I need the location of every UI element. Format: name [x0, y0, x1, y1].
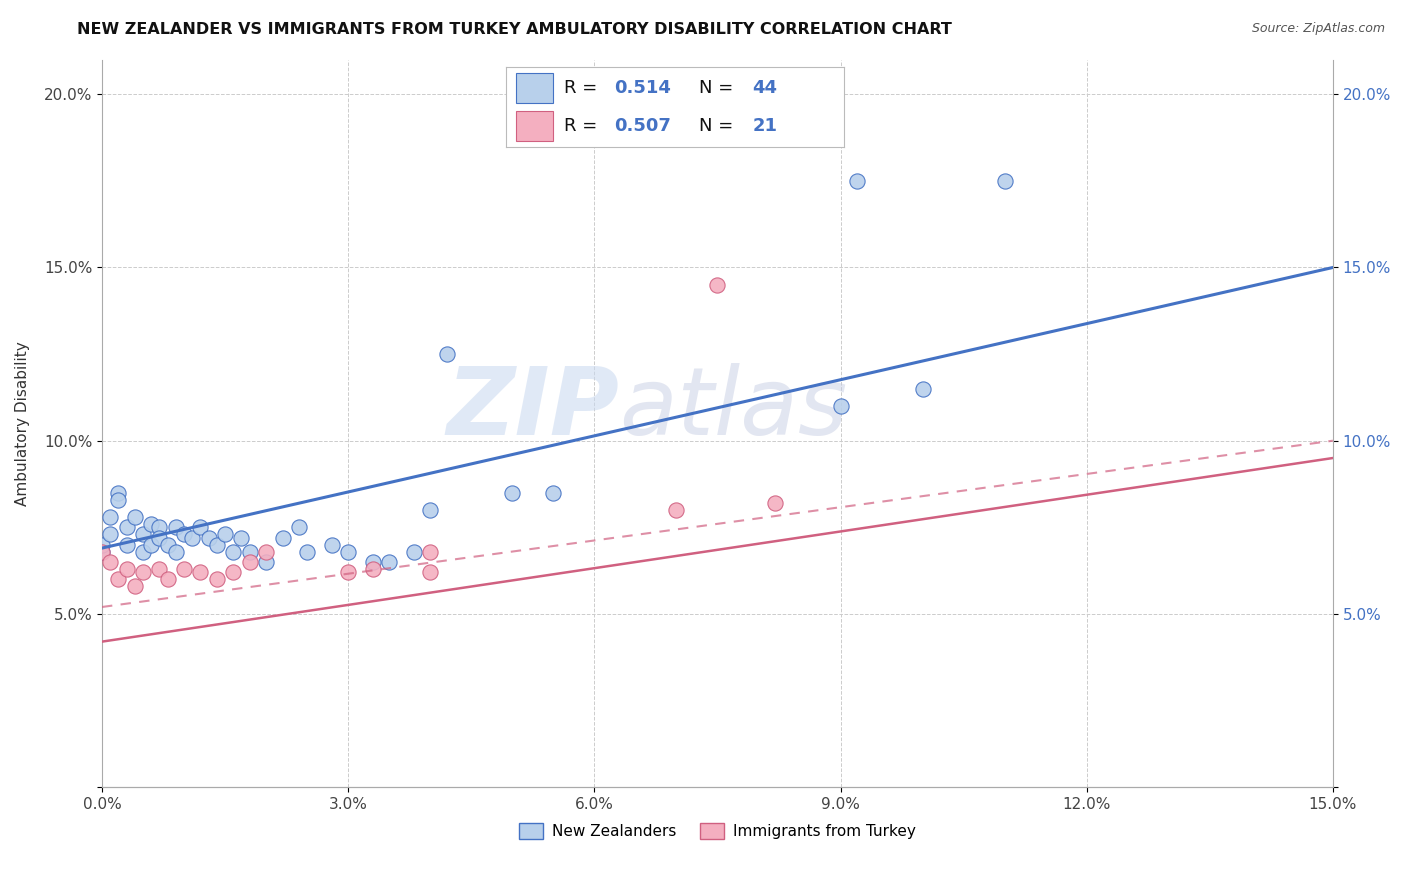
Text: NEW ZEALANDER VS IMMIGRANTS FROM TURKEY AMBULATORY DISABILITY CORRELATION CHART: NEW ZEALANDER VS IMMIGRANTS FROM TURKEY …: [77, 22, 952, 37]
Point: [337, 566, 360, 580]
Point: [141, 516, 163, 531]
Point: [107, 492, 129, 507]
Point: [148, 562, 170, 576]
Point: [214, 527, 236, 541]
Text: R =: R =: [564, 117, 603, 135]
Point: [419, 503, 441, 517]
Point: [254, 544, 277, 558]
Point: [239, 555, 262, 569]
Point: [91, 544, 114, 558]
Point: [911, 382, 934, 396]
Point: [165, 544, 187, 558]
Point: [115, 538, 138, 552]
Point: [205, 538, 228, 552]
FancyBboxPatch shape: [516, 73, 554, 103]
Point: [173, 562, 195, 576]
Point: [190, 566, 212, 580]
Text: Source: ZipAtlas.com: Source: ZipAtlas.com: [1251, 22, 1385, 36]
Point: [222, 566, 245, 580]
Point: [543, 485, 565, 500]
Point: [402, 544, 425, 558]
Point: [205, 572, 228, 586]
Point: [845, 174, 868, 188]
Text: 0.514: 0.514: [614, 79, 671, 97]
Point: [239, 544, 262, 558]
Point: [98, 527, 121, 541]
Point: [156, 538, 179, 552]
Text: 21: 21: [752, 117, 778, 135]
Point: [115, 562, 138, 576]
Point: [141, 538, 163, 552]
Point: [197, 531, 219, 545]
Point: [419, 544, 441, 558]
Text: N =: N =: [699, 79, 738, 97]
Point: [436, 347, 458, 361]
Text: 0.507: 0.507: [614, 117, 671, 135]
Point: [124, 579, 146, 593]
Point: [173, 527, 195, 541]
Point: [501, 485, 523, 500]
Point: [124, 509, 146, 524]
Point: [156, 572, 179, 586]
Point: [231, 531, 253, 545]
Point: [361, 555, 384, 569]
Point: [107, 485, 129, 500]
Point: [165, 520, 187, 534]
Point: [830, 399, 852, 413]
Point: [337, 544, 360, 558]
Point: [994, 174, 1017, 188]
Point: [181, 531, 204, 545]
Legend: New Zealanders, Immigrants from Turkey: New Zealanders, Immigrants from Turkey: [513, 817, 922, 845]
Point: [190, 520, 212, 534]
Point: [107, 572, 129, 586]
Point: [132, 566, 155, 580]
Point: [321, 538, 343, 552]
Point: [419, 566, 441, 580]
Point: [288, 520, 311, 534]
Point: [91, 544, 114, 558]
Point: [115, 520, 138, 534]
Text: 44: 44: [752, 79, 778, 97]
Point: [91, 538, 114, 552]
Point: [132, 544, 155, 558]
Point: [222, 544, 245, 558]
Point: [98, 555, 121, 569]
Point: [665, 503, 688, 517]
Point: [763, 496, 786, 510]
Point: [98, 509, 121, 524]
Text: ZIP: ZIP: [446, 363, 619, 455]
Point: [148, 531, 170, 545]
Point: [706, 277, 728, 292]
Point: [254, 555, 277, 569]
Point: [378, 555, 401, 569]
Text: atlas: atlas: [619, 363, 848, 454]
Point: [132, 527, 155, 541]
FancyBboxPatch shape: [516, 112, 554, 141]
Point: [271, 531, 294, 545]
Point: [295, 544, 318, 558]
Text: R =: R =: [564, 79, 603, 97]
Point: [148, 520, 170, 534]
Point: [361, 562, 384, 576]
Text: N =: N =: [699, 117, 738, 135]
Y-axis label: Ambulatory Disability: Ambulatory Disability: [15, 341, 30, 506]
